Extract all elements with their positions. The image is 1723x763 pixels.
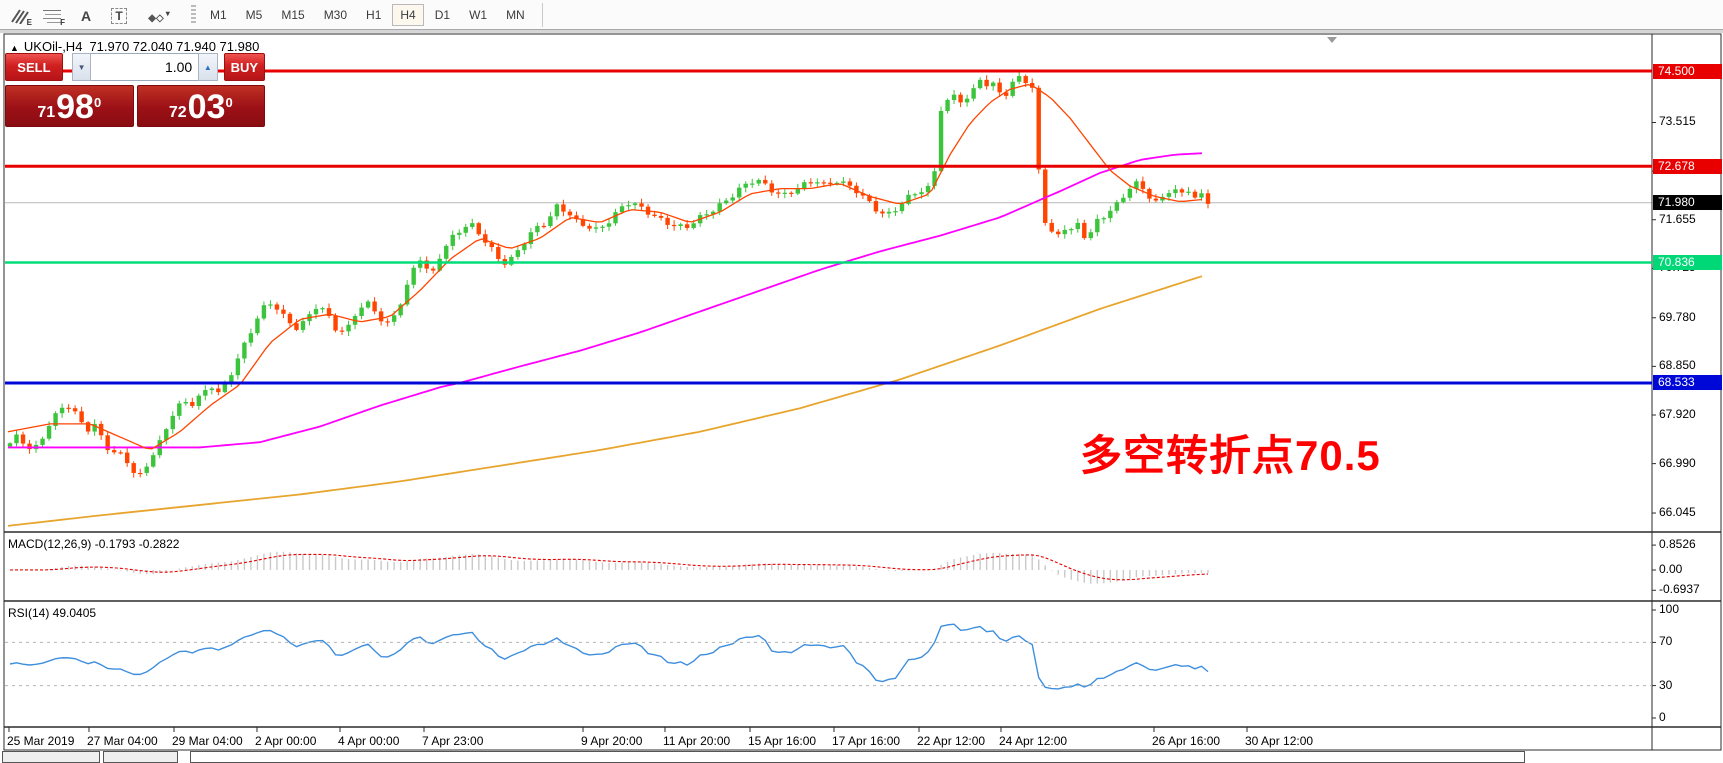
toolbar-separator [541,2,543,27]
time-label: 15 Apr 16:00 [748,734,817,748]
price-tick-66.045: 66.045 [1659,505,1696,520]
time-label: 27 Mar 04:00 [87,734,158,748]
toolbar-grip [191,4,196,25]
chart-tab-stub-1[interactable] [2,751,100,763]
rsi-scale-70: 70 [1659,634,1673,649]
symbol-timeframe: UKOil-,H4 [23,39,83,54]
buy-price-whole: 72 [168,104,187,121]
timeframe-button-m5[interactable]: M5 [238,4,271,26]
shapes-icon[interactable]: ◆◇ ▾ [139,3,179,27]
time-label: 9 Apr 20:00 [581,734,643,748]
price-tick-71.655: 71.655 [1659,211,1696,226]
time-label: 2 Apr 00:00 [255,734,317,748]
chart-tab-stub-3[interactable] [190,751,1525,763]
sell-price-whole: 71 [37,104,56,121]
text-box-icon[interactable]: T [106,3,132,27]
one-click-trading-panel: SELL ▼ ▲ BUY 71 98 0 72 03 0 [5,53,266,127]
buy-price-point: 0 [225,95,233,110]
timeframe-button-d1[interactable]: D1 [427,4,458,26]
time-label: 25 Mar 2019 [7,734,75,748]
timeframe-button-m15[interactable]: M15 [273,4,312,26]
collapse-triangle-icon[interactable]: ▲ [10,43,19,53]
fibo-grid-icon[interactable]: F [40,3,66,27]
timeframe-button-mn[interactable]: MN [498,4,533,26]
macd-scale--0.6937: -0.6937 [1659,582,1700,597]
sell-price-point: 0 [93,95,102,110]
time-label: 26 Apr 16:00 [1152,734,1221,748]
ohlc-values: 71.970 72.040 71.940 71.980 [89,39,260,54]
price-badge-74.500: 74.500 [1653,63,1722,79]
timeframe-button-m30[interactable]: M30 [316,4,355,26]
rsi-scale-0: 0 [1659,710,1666,724]
dotted-grid-icon [43,9,61,23]
chevron-down-icon: ▾ [165,8,170,18]
time-label: 11 Apr 20:00 [663,734,731,748]
volume-input[interactable] [91,53,199,81]
rsi-scale-100: 100 [1659,602,1680,616]
volume-decrease-button[interactable]: ▼ [71,53,92,81]
price-badge-70.836: 70.836 [1653,255,1722,271]
price-tick-69.780: 69.780 [1659,309,1696,324]
rsi-label: RSI(14) 49.0405 [8,606,97,620]
buy-price-tile[interactable]: 72 03 0 [136,85,265,127]
timeframe-buttons: M1 M5 M15 M30 H1 H4 D1 W1 MN [202,3,536,26]
price-tick-68.850: 68.850 [1659,358,1696,373]
price-badge-71.980: 71.980 [1653,195,1722,211]
macd-scale-0.00: 0.00 [1659,562,1683,576]
price-tick-73.515: 73.515 [1659,114,1696,129]
price-tick-66.990: 66.990 [1659,455,1696,470]
icon-sub-f: F [60,17,65,27]
volume-increase-button[interactable]: ▲ [198,53,218,81]
time-label: 4 Apr 00:00 [338,734,400,748]
icon-sub-e: E [26,17,32,27]
timeframe-button-h1[interactable]: H1 [358,4,389,26]
timeframe-button-h4[interactable]: H4 [392,3,424,26]
time-label: 29 Mar 04:00 [172,734,243,748]
sell-price-pips: 98 [56,88,94,126]
price-tick-67.920: 67.920 [1659,407,1696,421]
timeframe-button-m1[interactable]: M1 [202,4,235,26]
price-badge-72.678: 72.678 [1653,158,1722,174]
text-label-icon[interactable]: A [73,3,99,27]
chart-title: ▲ UKOil-,H4 71.970 72.040 71.940 71.980 [10,39,259,54]
toolbar: E F A T ◆◇ ▾ M1 M5 M15 M30 H1 H4 D1 W1 MN [0,0,1723,30]
expert-indicator-icon[interactable]: E [7,3,33,27]
chart-tab-stub-2[interactable] [103,751,178,763]
sell-price-tile[interactable]: 71 98 0 [5,85,134,127]
time-label: 22 Apr 12:00 [917,734,986,748]
buy-price-pips: 03 [187,88,226,126]
sell-button[interactable]: SELL [5,53,63,81]
window-splitter[interactable] [0,29,1723,33]
timeframe-button-w1[interactable]: W1 [461,4,495,26]
price-badge-68.533: 68.533 [1653,375,1722,391]
chart-annotation-text: 多空转折点70.5 [1080,432,1381,479]
time-label: 7 Apr 23:00 [422,734,484,748]
hatch-lines-icon [11,8,29,24]
macd-label: MACD(12,26,9) -0.1793 -0.2822 [8,537,180,551]
time-label: 17 Apr 16:00 [832,734,901,748]
rsi-scale-30: 30 [1659,677,1673,692]
macd-scale-0.8526: 0.8526 [1659,537,1696,552]
time-label: 24 Apr 12:00 [999,734,1068,748]
time-label: 30 Apr 12:00 [1245,734,1314,748]
buy-button[interactable]: BUY [223,53,266,81]
